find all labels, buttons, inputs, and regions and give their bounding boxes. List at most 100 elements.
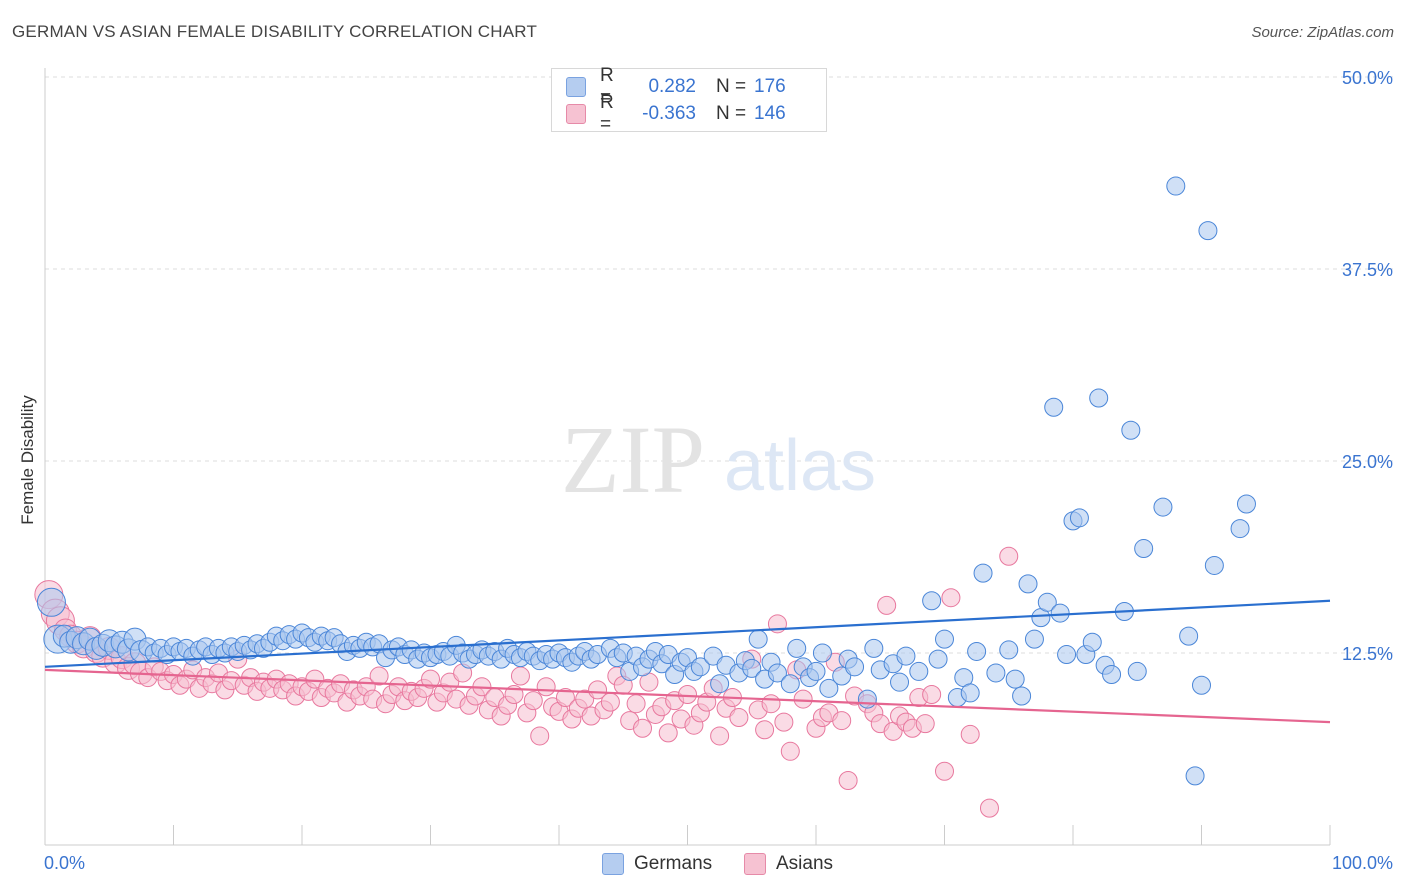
correlation-legend: R = 0.282 N = 176 R = -0.363 N = 146 <box>551 65 827 135</box>
point-germans <box>928 649 948 669</box>
tick-labels: 12.5% 25.0% 37.5% 50.0% 0.0% 100.0% <box>44 68 1393 873</box>
point-asians <box>536 677 556 697</box>
legend-row-asians: R = -0.363 N = 146 <box>566 92 786 135</box>
y-tick-label: 50.0% <box>1342 68 1393 88</box>
point-asians <box>600 692 620 712</box>
point-germans <box>1044 397 1064 417</box>
watermark: ZIP atlas <box>561 406 876 513</box>
point-germans <box>1057 645 1077 665</box>
point-asians <box>588 680 608 700</box>
point-germans <box>890 672 910 692</box>
point-asians <box>935 761 954 781</box>
point-germans <box>1018 574 1038 594</box>
point-germans <box>967 641 987 661</box>
series-germans <box>36 176 1256 786</box>
point-germans <box>1185 766 1205 786</box>
point-asians <box>369 666 389 686</box>
point-germans <box>36 587 66 617</box>
point-germans <box>780 674 800 694</box>
legend-item-asians[interactable]: Asians <box>744 852 833 876</box>
legend-r-value: -0.363 <box>642 103 696 124</box>
point-germans <box>1005 669 1025 689</box>
point-asians <box>510 666 530 686</box>
legend-n-label: N = <box>716 103 747 124</box>
y-tick-label: 12.5% <box>1342 644 1393 664</box>
point-germans <box>1236 494 1256 514</box>
legend-swatch-germans <box>566 77 586 97</box>
y-tick-label: 25.0% <box>1342 452 1393 472</box>
legend-swatch-asians <box>744 853 766 875</box>
point-asians <box>421 669 440 689</box>
point-germans <box>1204 555 1224 575</box>
point-germans <box>1089 388 1109 408</box>
point-asians <box>658 723 678 743</box>
point-asians <box>838 770 858 790</box>
point-asians <box>710 726 730 746</box>
axis-layer <box>44 68 1331 846</box>
legend-label-asians: Asians <box>776 853 834 874</box>
point-asians <box>979 798 999 818</box>
legend-item-germans[interactable]: Germans <box>602 852 712 876</box>
point-germans <box>819 678 839 698</box>
legend-swatch-asians <box>566 104 586 124</box>
point-germans <box>857 689 877 709</box>
point-asians <box>530 726 550 746</box>
point-asians <box>523 691 543 711</box>
legend-r-label: R = <box>600 92 614 135</box>
legend-label-germans: Germans <box>634 853 713 874</box>
point-germans <box>960 683 980 703</box>
grid-layer <box>45 76 1393 654</box>
point-asians <box>922 684 942 704</box>
trend-layer <box>44 599 1331 724</box>
legend-r-value: 0.282 <box>648 76 696 97</box>
point-germans <box>1050 603 1070 623</box>
x-tick-label-min: 0.0% <box>44 853 85 873</box>
point-germans <box>832 666 852 686</box>
point-asians <box>941 588 961 608</box>
point-germans <box>935 629 954 649</box>
point-germans <box>909 661 929 681</box>
point-germans <box>1166 176 1186 196</box>
point-asians <box>755 720 775 740</box>
trendline-asians <box>44 668 1331 724</box>
point-germans <box>986 663 1006 683</box>
point-asians <box>305 669 325 689</box>
point-germans <box>1230 519 1250 539</box>
point-germans <box>973 563 993 583</box>
watermark-atlas: atlas <box>724 426 876 506</box>
point-asians <box>575 689 595 709</box>
point-asians <box>780 741 800 761</box>
legend-row-germans: R = 0.282 N = 176 <box>566 65 786 108</box>
point-asians <box>793 689 813 709</box>
point-germans <box>748 629 768 649</box>
point-asians <box>960 724 980 744</box>
point-germans <box>812 643 832 663</box>
point-germans <box>1198 221 1218 241</box>
point-germans <box>703 646 723 666</box>
point-asians <box>555 688 575 708</box>
point-germans <box>1024 629 1044 649</box>
source-label: Source: ZipAtlas.com <box>1251 24 1394 41</box>
series-asians <box>34 546 1019 818</box>
point-asians <box>915 714 935 734</box>
y-tick-label: 37.5% <box>1342 260 1393 280</box>
point-germans <box>864 638 884 658</box>
point-germans <box>690 657 710 677</box>
point-asians <box>626 694 646 714</box>
point-germans <box>1153 497 1173 517</box>
chart-title: GERMAN VS ASIAN FEMALE DISABILITY CORREL… <box>12 22 538 41</box>
trendline-germans <box>44 599 1331 668</box>
point-germans <box>999 640 1019 660</box>
legend-n-label: N = <box>716 76 747 97</box>
point-germans <box>1082 632 1102 652</box>
point-germans <box>1102 665 1122 685</box>
point-germans <box>1121 420 1141 440</box>
point-asians <box>633 718 653 738</box>
point-germans <box>1127 661 1147 681</box>
x-tick-label-max: 100.0% <box>1332 853 1393 873</box>
point-germans <box>787 638 807 658</box>
point-germans <box>1012 686 1032 706</box>
point-germans <box>896 646 916 666</box>
watermark-zip: ZIP <box>561 406 705 513</box>
